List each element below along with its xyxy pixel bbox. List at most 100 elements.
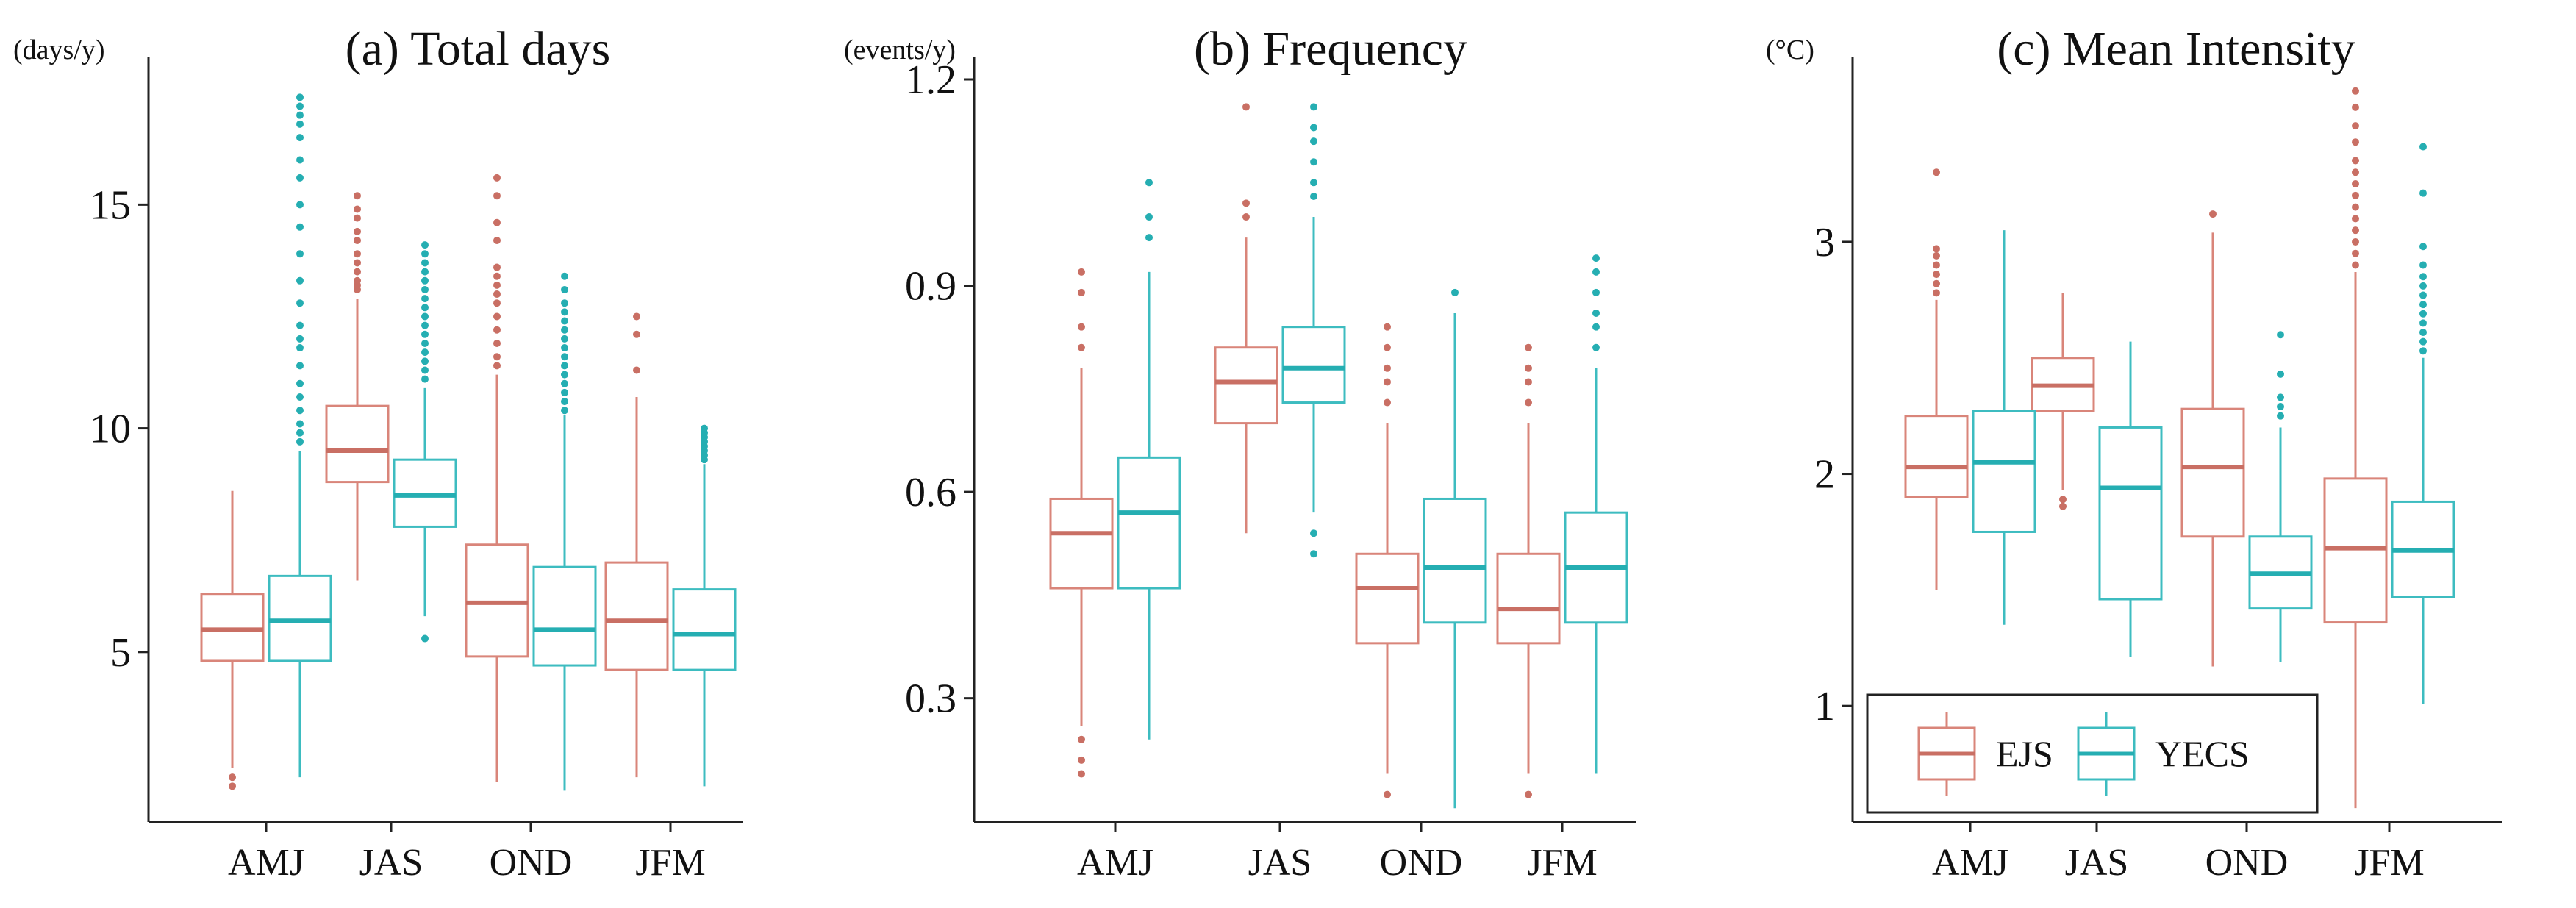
panel-c-ejs-jfm-iqr-rect [2323,477,2388,624]
panel-a-yecs-ond-outlier-5 [561,362,568,370]
panel-c-y-tick-label-2: 2 [1814,452,1835,498]
panel-b-yecs-jfm-outlier-1 [1592,323,1600,331]
panel-a-yecs-ond-outlier-4 [561,371,568,379]
panel-a-yecs-ond-outlier-3 [561,379,568,387]
panel-a-yecs-amj-box [268,93,332,778]
panel-a-ejs-jas-outlier-4 [354,259,361,267]
panel-c-ejs-jfm-outlier-8 [2352,168,2359,176]
panel-b-yecs-ond-iqr-rect [1423,497,1487,624]
panel-a-yecs-amj-outlier-19 [296,111,304,119]
panel-a-x-tick-label-ond: OND [490,842,573,884]
panel-b-yecs-jas-box [1281,103,1346,558]
panel-a-yecs-ond-outlier-1 [561,398,568,406]
panel-b-yecs-jfm-outlier-2 [1592,309,1600,317]
panel-b-yecs-jas-outlier-5 [1310,137,1317,146]
panel-c-ejs-jfm-outlier-0 [2352,261,2359,269]
panel-a-ejs-amj-outlier-0 [229,782,236,790]
panel-b-ejs-amj-outlier-6 [1078,268,1085,276]
panel-c-ejs-jfm-outlier-7 [2352,180,2359,188]
panel-c-ejs-ond-box [2180,210,2245,667]
panel-a-yecs-amj-outlier-4 [296,393,304,401]
legend-key-ejs [1917,712,1976,796]
panel-b-ejs-jfm-iqr-rect [1496,552,1561,645]
panel-b-yecs-ond-outlier-0 [1451,288,1459,296]
panel-b-yecs-jfm-outlier-5 [1592,254,1600,262]
panel-c-yecs-jfm-outlier-9 [2419,261,2427,269]
panel-c-yecs-jfm-outlier-6 [2419,291,2427,299]
panel-c-yecs-jfm-outlier-4 [2419,310,2427,318]
panel-a-yecs-amj-outlier-21 [296,93,304,101]
panel-b-ejs-jfm-outlier-1 [1525,398,1532,407]
panel-c-yecs-jfm-outlier-11 [2419,189,2427,197]
panel-b-ejs-amj-box [1049,268,1114,778]
panel-a-ejs-ond-outlier-1 [493,353,501,361]
panel-a-ejs-ond-outlier-13 [493,174,501,182]
panel-b-yecs-jfm-outlier-4 [1592,268,1600,276]
panel-c-ejs-ond-outlier-0 [2209,210,2217,218]
panel-a-yecs-amj-iqr-rect [268,574,332,662]
panel-a-ejs-jas-outlier-3 [354,268,361,276]
panel-a-y-tick-label-15: 15 [90,182,131,228]
panel-b-yecs-amj-outlier-1 [1145,213,1153,221]
panel-c-ejs-jfm-outlier-11 [2352,122,2359,130]
panel-a-yecs-jas-box [393,241,457,643]
panel-c-ejs-jfm-box [2323,87,2388,809]
panel-c-ejs-amj-outlier-5 [1933,245,1940,253]
panel-a-ejs-ond-outlier-8 [493,272,501,280]
panel-a-yecs-jas-outlier-9 [421,304,429,312]
panel-c-yecs-amj-box [1972,230,2036,625]
panel-c-ejs-jfm-outlier-10 [2352,138,2359,146]
panel-a-yecs-amj-outlier-6 [296,362,304,370]
panel-a-yecs-ond-box [532,272,597,791]
panel-c-x-tick-label-amj: AMJ [1932,842,2008,884]
panel-c-yecs-jfm-outlier-7 [2419,282,2427,290]
panel-a-y-tick-label-10: 10 [90,407,131,452]
panel-a-yecs-jas-outlier-12 [421,276,429,285]
panel-a-ejs-ond-outlier-2 [493,339,501,347]
panel-c-yecs-ond-outlier-0 [2277,412,2284,420]
panel-a-yecs-jas-outlier-8 [421,312,429,321]
panel-c-ejs-jfm-outlier-6 [2352,191,2359,199]
panel-a-ejs-jas-iqr-rect [325,404,390,484]
panel-a-yecs-jas-outlier-6 [421,330,429,338]
panel-b-yecs-jfm-outlier-0 [1592,343,1600,351]
panel-frequency: (events/y) (b) Frequency 0.3 0.6 0.9 1.2 AMJ… [844,22,1636,884]
panel-c-yecs-ond-outlier-3 [2277,370,2284,378]
panel-a-x-tick-label-jfm: JFM [635,842,705,884]
panel-b-yecs-jas-outlier-7 [1310,103,1317,111]
panel-a-yecs-ond-outlier-2 [561,388,568,396]
panel-a-ejs-jfm-box [604,312,669,778]
panel-a-yecs-jas-outlier-7 [421,321,429,329]
panel-a-ejs-amj-outlier-1 [229,773,236,782]
legend-label-ejs: EJS [1996,733,2053,774]
panel-a-yecs-amj-outlier-3 [296,407,304,415]
panel-a-yecs-amj-outlier-10 [296,299,304,307]
panel-b-y-unit: (events/y) [844,35,956,65]
panel-a-yecs-jfm-outlier-7 [701,424,708,432]
panel-b-ejs-ond-outlier-3 [1384,364,1391,372]
panel-c-title: (c) Mean Intensity [1997,22,2355,76]
panel-b-yecs-jfm-outlier-3 [1592,288,1600,296]
panel-b-y-tick-label-1-2: 1.2 [905,57,956,103]
panel-c-ejs-amj-iqr-rect [1904,415,1969,498]
panel-a-ejs-amj-box [200,490,265,790]
panel-a-y-unit: (days/y) [13,35,105,65]
panel-c-yecs-jfm-outlier-10 [2419,243,2427,251]
panel-mean-intensity: (°C) (c) Mean Intensity 1 2 3 AMJ JAS OND JFM [1766,22,2502,884]
panel-b-ejs-jas-outlier-0 [1242,213,1250,221]
panel-b-yecs-amj-box [1117,179,1181,740]
panel-a-yecs-jas-outlier-10 [421,295,429,303]
panel-a-yecs-jas-outlier-15 [421,250,429,258]
panel-a-yecs-amj-outlier-0 [296,437,304,446]
panel-c-yecs-amj-iqr-rect [1972,410,2036,533]
panel-c-ejs-jfm-outlier-13 [2352,87,2359,95]
panel-a-ejs-jas-outlier-7 [354,227,361,235]
panel-a-ejs-ond-outlier-6 [493,290,501,299]
panel-c-yecs-jfm-outlier-1 [2419,337,2427,346]
panel-c-yecs-jfm-outlier-0 [2419,347,2427,355]
panel-a-yecs-jas-iqr-rect [393,458,457,528]
panel-b-ejs-jfm-outlier-4 [1525,343,1532,351]
panel-c-yecs-ond-outlier-1 [2277,403,2284,411]
panel-a-ejs-jas-outlier-6 [354,237,361,245]
panel-a-yecs-ond-outlier-14 [561,272,568,280]
